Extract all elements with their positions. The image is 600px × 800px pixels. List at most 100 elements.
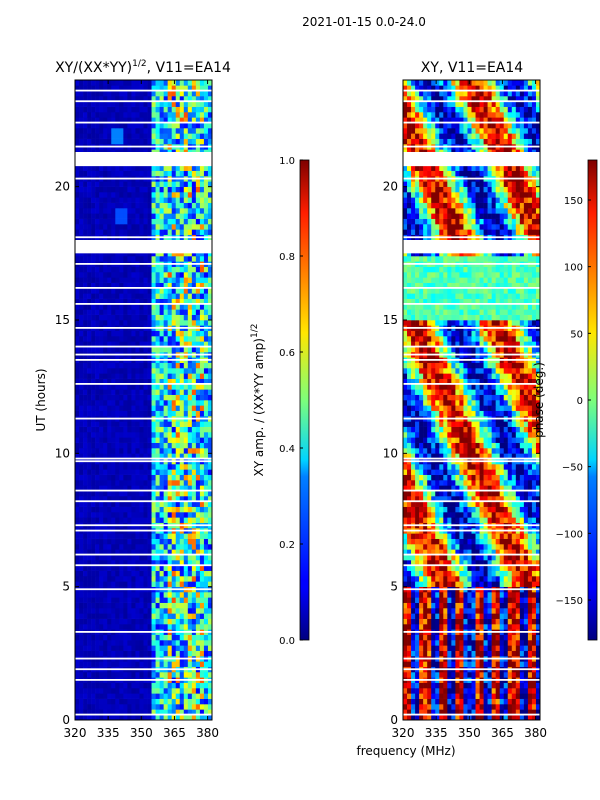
heatmap-cell	[127, 709, 132, 715]
heatmap-cell	[163, 277, 168, 283]
heatmap-cell	[155, 682, 160, 689]
heatmap-cell	[491, 602, 496, 609]
heatmap-cell	[451, 709, 456, 715]
heatmap-cell	[207, 400, 212, 406]
heatmap-cell	[167, 181, 173, 187]
heatmap-cell	[171, 469, 177, 475]
heatmap-cell	[115, 256, 120, 262]
heatmap-cell	[175, 320, 181, 326]
heatmap-cell	[195, 501, 201, 507]
heatmap-cell	[103, 560, 108, 566]
heatmap-cell	[127, 714, 132, 720]
heatmap-cell	[87, 592, 92, 598]
heatmap-cell	[131, 229, 136, 235]
heatmap-cell	[91, 389, 96, 395]
heatmap-cell	[175, 410, 181, 417]
heatmap-cell	[531, 698, 537, 705]
heatmap-cell	[115, 213, 120, 219]
heatmap-cell	[131, 186, 136, 193]
heatmap-cell	[75, 501, 80, 507]
heatmap-cell	[511, 608, 517, 614]
heatmap-cell	[499, 624, 505, 630]
heatmap-cell	[471, 704, 476, 710]
heatmap-cell	[123, 442, 128, 449]
heatmap-cell	[175, 490, 181, 497]
heatmap-cell	[203, 410, 209, 417]
heatmap-cell	[87, 320, 92, 326]
heatmap-cell	[459, 634, 464, 641]
heatmap-cell	[107, 389, 112, 395]
heatmap-cell	[131, 320, 136, 326]
heatmap-cell	[183, 437, 189, 443]
heatmap-cell	[79, 480, 84, 486]
heatmap-cell	[91, 480, 96, 486]
heatmap-cell	[191, 570, 197, 577]
heatmap-cell	[159, 208, 164, 214]
colorbar-tick-label: 1.0	[279, 156, 295, 167]
heatmap-cell	[95, 618, 100, 625]
heatmap-cell	[499, 698, 505, 705]
heatmap-cell	[155, 368, 160, 374]
heatmap-cell	[75, 138, 80, 145]
heatmap-cell	[139, 314, 144, 321]
heatmap-cell	[507, 608, 513, 614]
heatmap-cell	[515, 704, 521, 710]
heatmap-cell	[111, 448, 116, 454]
flagged-row	[75, 713, 212, 716]
heatmap-cell	[103, 645, 108, 651]
heatmap-cell	[171, 640, 177, 646]
heatmap-cell	[183, 410, 189, 417]
colorbar-tick-label: 0.4	[279, 444, 295, 455]
heatmap-cell	[203, 320, 209, 326]
heatmap-cell	[403, 640, 408, 646]
heatmap-cell	[83, 128, 88, 134]
heatmap-cell	[479, 645, 484, 651]
heatmap-cell	[143, 197, 148, 203]
heatmap-cell	[75, 645, 80, 651]
heatmap-cell	[123, 96, 128, 102]
heatmap-cell	[95, 634, 100, 641]
heatmap-cell	[143, 309, 148, 315]
heatmap-cell	[87, 442, 92, 449]
heatmap-cell	[523, 709, 529, 715]
heatmap-cell	[115, 341, 120, 347]
heatmap-cell	[107, 544, 112, 550]
heatmap-cell	[423, 682, 428, 689]
heatmap-cell	[79, 602, 84, 609]
heatmap-cell	[163, 101, 168, 107]
heatmap-cell	[91, 544, 96, 550]
heatmap-cell	[131, 368, 136, 374]
heatmap-cell	[171, 634, 177, 641]
heatmap-cell	[99, 650, 104, 657]
heatmap-cell	[139, 640, 144, 646]
heatmap-cell	[135, 613, 140, 619]
heatmap-cell	[95, 645, 100, 651]
heatmap-cell	[91, 112, 96, 118]
heatmap-cell	[183, 218, 189, 225]
heatmap-cell	[199, 298, 205, 305]
heatmap-cell	[207, 538, 212, 545]
heatmap-cell	[467, 693, 472, 699]
heatmap-cell	[87, 314, 92, 321]
heatmap-cell	[207, 272, 212, 278]
heatmap-cell	[443, 645, 448, 651]
heatmap-cell	[151, 576, 156, 582]
heatmap-cell	[87, 709, 92, 715]
heatmap-cell	[83, 202, 88, 209]
heatmap-cell	[107, 229, 112, 235]
heatmap-cell	[79, 96, 84, 102]
heatmap-cell	[191, 602, 197, 609]
heatmap-cell	[163, 608, 168, 614]
heatmap-cell	[99, 122, 104, 129]
heatmap-cell	[467, 602, 472, 609]
heatmap-cell	[127, 480, 132, 486]
heatmap-cell	[179, 426, 185, 433]
heatmap-cell	[159, 533, 164, 539]
heatmap-cell	[159, 202, 164, 209]
heatmap-cell	[207, 85, 212, 91]
heatmap-cell	[91, 618, 96, 625]
heatmap-cell	[427, 688, 432, 694]
heatmap-cell	[163, 282, 168, 289]
heatmap-cell	[203, 266, 209, 273]
heatmap-cell	[187, 698, 193, 705]
